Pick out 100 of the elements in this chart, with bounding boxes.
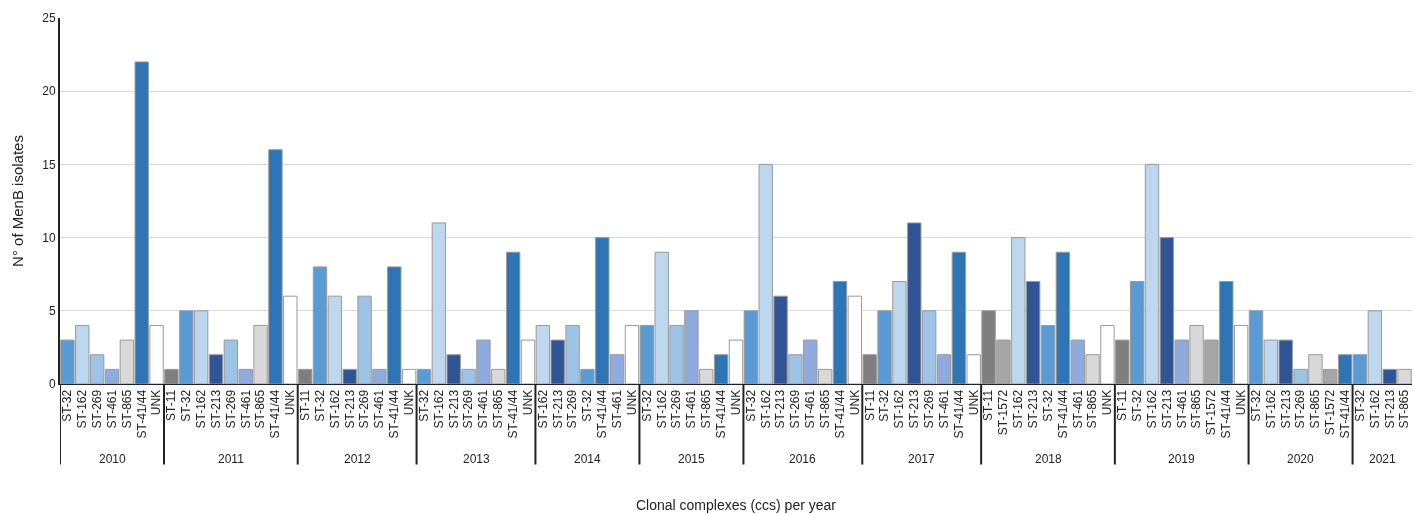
x-tick-label: ST-162 xyxy=(75,389,90,429)
x-tick-label: ST-461 xyxy=(936,389,951,429)
x-tick-label: ST-865 xyxy=(818,389,833,429)
x-tick-label: ST-32 xyxy=(743,389,758,422)
x-tick-label: ST-32 xyxy=(877,389,892,422)
x-tick-label: ST-41/44 xyxy=(1219,389,1234,439)
x-tick-label: ST-162 xyxy=(758,389,773,429)
x-tick-label: ST-461 xyxy=(372,389,387,429)
x-tick-label: ST-162 xyxy=(535,389,550,429)
x-tick-label: ST-269 xyxy=(788,389,803,429)
x-tick-label: ST-11 xyxy=(298,389,313,421)
x-tick-label: ST-269 xyxy=(223,389,238,429)
x-tick-label: ST-41/44 xyxy=(714,389,729,439)
y-tick-label: 15 xyxy=(42,157,56,172)
text: 2019 xyxy=(1168,452,1196,466)
x-tick-label: ST-162 xyxy=(327,389,342,429)
x-tick-label: UNK xyxy=(520,389,535,416)
x-tick-label: ST-461 xyxy=(610,389,625,429)
x-tick-label: ST-213 xyxy=(1159,389,1174,429)
x-tick-label: ST-162 xyxy=(1263,389,1278,429)
x-tick-label: ST-1572 xyxy=(1204,389,1219,436)
y-axis-title: N° of MenB isolates xyxy=(8,135,26,267)
x-tick-label: ST-865 xyxy=(1308,389,1323,429)
text: 2012 xyxy=(344,452,372,466)
x-tick-label: UNK xyxy=(402,389,417,416)
x-tick-label: ST-865 xyxy=(119,389,134,429)
text: 2015 xyxy=(678,452,706,466)
x-tick-label: ST-162 xyxy=(654,389,669,429)
x-tick-label: ST-32 xyxy=(1130,389,1145,422)
x-tick-label: ST-269 xyxy=(461,389,476,429)
x-tick-label: ST-213 xyxy=(907,389,922,429)
x-tick-label: ST-269 xyxy=(1293,389,1308,429)
x-tick-label: UNK xyxy=(847,389,862,416)
x-tick-label: ST-269 xyxy=(90,389,105,429)
text: 2010 xyxy=(99,452,127,466)
x-tick-label: ST-213 xyxy=(1026,389,1041,429)
x-tick-label: ST-41/44 xyxy=(506,389,521,439)
y-tick-label: 10 xyxy=(42,230,56,245)
x-tick-label: ST-461 xyxy=(104,389,119,429)
x-tick-label: ST-865 xyxy=(1397,389,1412,429)
text: 2013 xyxy=(463,452,491,466)
x-tick-label: ST-32 xyxy=(60,389,75,422)
x-tick-label: ST-32 xyxy=(1040,389,1055,422)
x-tick-label: ST-32 xyxy=(639,389,654,422)
x-tick-label: ST-32 xyxy=(179,389,194,422)
x-tick-label: ST-213 xyxy=(446,389,461,429)
x-tick-label: UNK xyxy=(149,389,164,416)
x-tick-label: ST-461 xyxy=(238,389,253,429)
x-tick-label: ST-41/44 xyxy=(134,389,149,439)
x-tick-label: ST-213 xyxy=(1382,389,1397,429)
x-tick-label: ST-41/44 xyxy=(832,389,847,439)
x-tick-label: ST-461 xyxy=(1174,389,1189,429)
x-tick-label: UNK xyxy=(283,389,298,416)
x-tick-label: ST-162 xyxy=(194,389,209,429)
x-tick-label: ST-41/44 xyxy=(951,389,966,439)
x-tick-label: ST-162 xyxy=(892,389,907,429)
x-tick-label: ST-213 xyxy=(773,389,788,429)
x-tick-label: ST-213 xyxy=(208,389,223,429)
x-tick-label: ST-213 xyxy=(550,389,565,429)
x-tick-label: ST-865 xyxy=(253,389,268,429)
x-tick-label: ST-213 xyxy=(1278,389,1293,429)
x-tick-label: UNK xyxy=(1100,389,1115,416)
x-tick-label: ST-269 xyxy=(669,389,684,429)
y-tick-label: 5 xyxy=(48,304,56,318)
x-tick-label: ST-213 xyxy=(342,389,357,429)
x-tick-label: ST-41/44 xyxy=(595,389,610,439)
x-tick-label: ST-32 xyxy=(1352,389,1367,422)
text: 2018 xyxy=(1035,452,1063,466)
x-tick-label: ST-269 xyxy=(922,389,937,429)
x-tick-label: ST-461 xyxy=(1070,389,1085,429)
text: 2021 xyxy=(1369,452,1397,466)
text: Clonal complexes (ccs) per year xyxy=(636,497,837,513)
x-tick-label: UNK xyxy=(1234,389,1249,416)
x-tick-label: ST-162 xyxy=(1144,389,1159,429)
x-tick-label: ST-11 xyxy=(981,389,996,421)
x-tick-label: ST-865 xyxy=(1189,389,1204,429)
x-tick-label: ST-41/44 xyxy=(268,389,283,439)
x-tick-label: ST-461 xyxy=(684,389,699,429)
x-tick-label: ST-269 xyxy=(565,389,580,429)
x-tick-label: UNK xyxy=(624,389,639,416)
x-tick-label: UNK xyxy=(966,389,981,416)
x-tick-label: ST-41/44 xyxy=(1055,389,1070,439)
x-tick-label: ST-865 xyxy=(699,389,714,429)
x-tick-label: ST-32 xyxy=(580,389,595,422)
x-tick-label: ST-11 xyxy=(164,389,179,421)
x-tick-label: ST-269 xyxy=(357,389,372,429)
y-tick-label: 20 xyxy=(42,84,56,99)
y-tick-label: 0 xyxy=(48,377,56,392)
x-tick-label: ST-865 xyxy=(1085,389,1100,429)
y-tick-label: 25 xyxy=(42,11,56,26)
x-tick-label: ST-41/44 xyxy=(1338,389,1353,439)
x-tick-label: ST-11 xyxy=(1115,389,1130,421)
x-tick-label: ST-41/44 xyxy=(387,389,402,439)
x-tick-label: ST-32 xyxy=(312,389,327,422)
x-tick-label: ST-865 xyxy=(491,389,506,429)
x-tick-label: ST-32 xyxy=(416,389,431,422)
x-tick-label: ST-1572 xyxy=(996,389,1011,436)
x-tick-label: ST-1572 xyxy=(1323,389,1338,436)
x-tick-label: ST-162 xyxy=(1011,389,1026,429)
x-tick-label: ST-461 xyxy=(803,389,818,429)
